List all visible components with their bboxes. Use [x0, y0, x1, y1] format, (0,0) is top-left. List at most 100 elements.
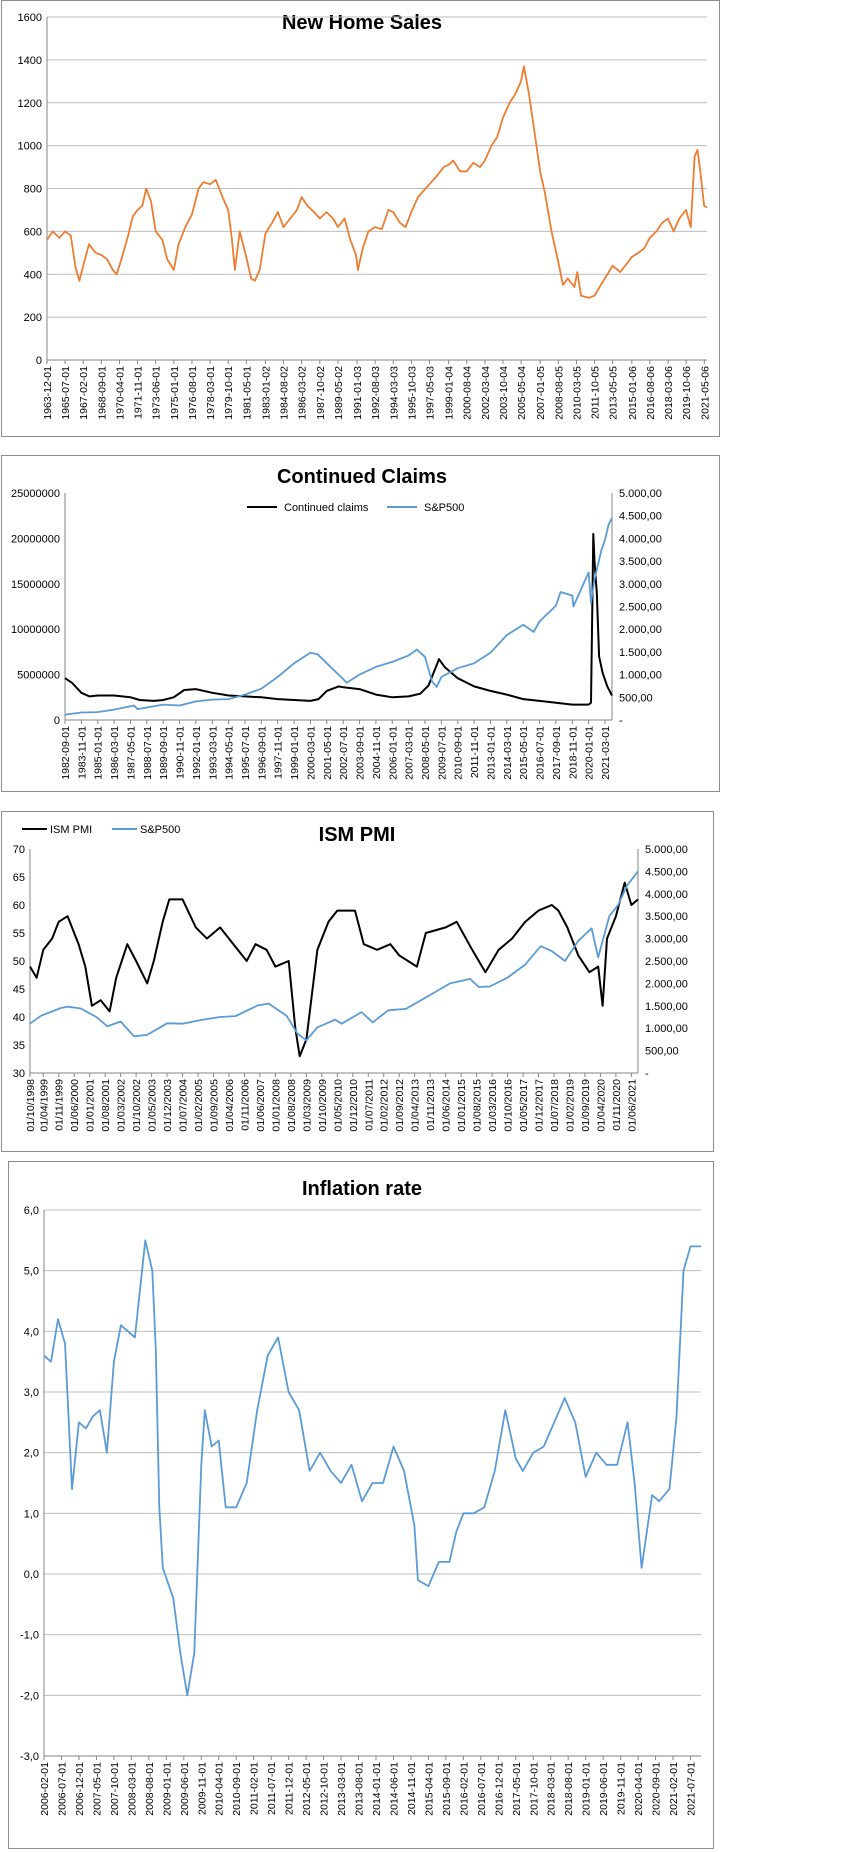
x-tick-label: 01/07/2018	[549, 1079, 561, 1132]
x-tick-label: 2017-10-01	[528, 1762, 540, 1816]
x-tick-label: 2021-05-06	[699, 366, 711, 420]
x-tick-label: 1994-03-03	[388, 366, 400, 420]
x-tick-label: 1991-01-03	[352, 366, 364, 420]
x-tick-label: 01/11/2013	[425, 1079, 437, 1131]
chart-ism-pmi: ISM PMI ISM PMI S&P500 30 35 40 45 50 55 60 65 7…	[1, 811, 714, 1152]
y-tick-label: 70	[13, 844, 25, 856]
x-tick-label: 2007-01-05	[535, 366, 547, 420]
x-tick-label: 01/01/2008	[270, 1079, 282, 1132]
inflation-rate-canvas: Inflation rate -3,0 -2,0 -1,0 0,0 1,0 2,0 3,0 4…	[20, 1178, 701, 1816]
x-tick-label: 1976-08-01	[187, 366, 199, 420]
x-tick-label: 2014-11-01	[406, 1762, 418, 1815]
x-tick-label: 1984-08-02	[279, 366, 291, 420]
x-tick-label: 01/11/2006	[239, 1079, 251, 1131]
x-tick-label: 2009-07-01	[436, 726, 448, 780]
y-tick-label: 40	[13, 1012, 25, 1024]
y-tick-label: 65	[13, 872, 25, 884]
x-tick-label: 1999-01-01	[289, 726, 301, 780]
series-line-ism-pmi	[29, 881, 639, 1058]
x-tick-label: 01/06/2000	[69, 1079, 81, 1132]
y-tick-label: 60	[13, 900, 25, 912]
x-tick-label: 2016-07-01	[535, 726, 547, 780]
x-tick-label: 2007-05-01	[91, 1762, 103, 1816]
x-tick-label: 2006-02-01	[39, 1762, 51, 1816]
x-tick-label: 2001-05-01	[322, 726, 334, 780]
y-tick-label: -3,0	[20, 1751, 39, 1763]
x-tick-label: 2011-11-01	[469, 726, 481, 778]
x-tick-label: 2000-03-01	[305, 726, 317, 780]
x-tick-label: 1968-09-01	[96, 366, 108, 420]
x-tick-label: 1987-05-01	[125, 726, 137, 780]
y-tick-label: 800	[24, 184, 42, 196]
y2-tick-label: 1.000,00	[645, 1023, 688, 1035]
x-tick-label: 01/02/2019	[564, 1079, 576, 1132]
x-tick-label: 2006-01-01	[387, 726, 399, 780]
y2-tick-label: 4.000,00	[645, 889, 688, 901]
x-tick-label: 01/04/1999	[38, 1079, 50, 1132]
x-tick-label: 1965-07-01	[60, 366, 72, 420]
chart-title: New Home Sales	[282, 12, 442, 34]
x-tick-label: 2002-03-04	[480, 366, 492, 420]
x-tick-label: 01/03/2002	[116, 1079, 128, 1132]
x-tick-label: 1988-07-01	[142, 726, 154, 780]
x-tick-label: 01/12/2017	[534, 1079, 546, 1132]
x-tick-label: 01/02/2005	[193, 1079, 205, 1132]
y-tick-label: 1,0	[24, 1508, 39, 1520]
x-tick-label: 01/08/2008	[286, 1079, 298, 1132]
x-tick-label: 2003-10-04	[498, 366, 510, 420]
y2-tick-label: -	[619, 715, 623, 727]
y-tick-label: 3,0	[24, 1387, 39, 1399]
x-tick-label: 2013-08-01	[354, 1762, 366, 1816]
x-tick-label: 2021-07-01	[686, 1762, 698, 1816]
y-tick-label: 1600	[18, 12, 42, 24]
x-tick-label: 01/07/2011	[363, 1079, 375, 1131]
x-tick-label: 2016-08-06	[645, 366, 657, 420]
y2-tick-label: 3.500,00	[619, 556, 662, 568]
x-tick-label: 2011-07-01	[266, 1762, 278, 1815]
y2-tick-label: 1.500,00	[645, 1001, 688, 1013]
continued-claims-canvas: Continued Claims Continued claims S&P500…	[11, 466, 662, 780]
x-tick-label: 2010-03-05	[571, 366, 583, 420]
x-tick-label: 1995-07-01	[240, 726, 252, 780]
x-tick-label: 01/12/2003	[162, 1079, 174, 1132]
x-tick-label: 2005-05-04	[516, 366, 528, 420]
series-line-continued-claims	[64, 532, 613, 706]
chart-title: ISM PMI	[319, 824, 396, 846]
x-tick-label: 1983-01-02	[260, 366, 272, 420]
x-tick-label: 2014-06-01	[388, 1762, 400, 1816]
y-tick-label: 4,0	[24, 1326, 39, 1338]
x-tick-label: 1999-01-04	[444, 366, 456, 420]
x-tick-label: 01/06/2021	[626, 1079, 638, 1132]
x-tick-label: 2016-07-01	[476, 1762, 488, 1816]
chart-new-home-sales: New Home Sales 0 200 400 600 800 1000 1200 1400…	[1, 0, 720, 437]
y2-tick-label: -	[645, 1068, 649, 1080]
y-tick-label: 6,0	[24, 1205, 39, 1217]
y-tick-label: 400	[24, 269, 42, 281]
y-tick-label: 55	[13, 928, 25, 940]
x-tick-label: 01/09/2012	[394, 1079, 406, 1132]
legend-label-ism-pmi: ISM PMI	[50, 824, 92, 836]
y2-tick-label: 500,00	[619, 692, 653, 704]
x-tick-label: 2018-03-06	[663, 366, 675, 420]
x-tick-label: 1967-02-01	[78, 366, 90, 420]
x-tick-label: 2009-11-01	[196, 1762, 208, 1815]
x-tick-label: 2000-08-04	[462, 366, 474, 420]
x-tick-label: 01/02/2012	[379, 1079, 391, 1132]
x-tick-label: 1970-04-01	[114, 366, 126, 420]
y-tick-label: 35	[13, 1040, 25, 1052]
y-tick-label: -1,0	[20, 1630, 39, 1642]
x-tick-label: 2010-09-01	[453, 726, 465, 780]
series-line-inflation	[43, 1239, 701, 1697]
x-tick-label: 2009-01-01	[161, 1762, 173, 1816]
x-tick-label: 2019-01-01	[581, 1762, 593, 1816]
y2-tick-label: 500,00	[645, 1046, 679, 1058]
x-tick-label: 2007-03-01	[404, 726, 416, 780]
x-tick-label: 2010-04-01	[214, 1762, 226, 1816]
x-tick-label: 2008-03-01	[126, 1762, 138, 1816]
y2-tick-label: 2.000,00	[619, 624, 662, 636]
x-tick-label: 01/08/2001	[100, 1079, 112, 1132]
x-tick-label: 2014-01-01	[371, 1762, 383, 1816]
x-tick-label: 2006-07-01	[56, 1762, 68, 1816]
y-tick-label: 600	[24, 226, 42, 238]
chart-inflation-rate: Inflation rate -3,0 -2,0 -1,0 0,0 1,0 2,0 3,0 4…	[8, 1161, 714, 1849]
